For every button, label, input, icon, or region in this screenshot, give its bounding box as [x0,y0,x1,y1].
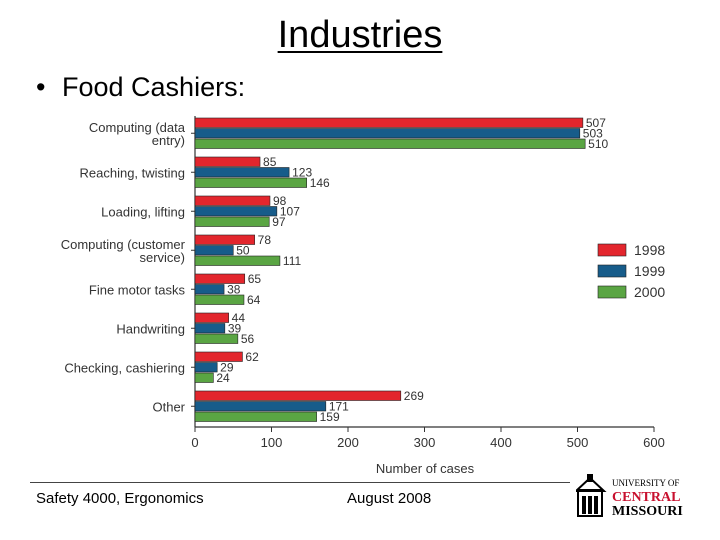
logo-line-1: UNIVERSITY OF [612,478,679,488]
category-label: Computing (data [89,120,186,135]
category-label: entry) [152,133,185,148]
x-tick-label: 200 [337,435,359,450]
category-label: Computing (customer [61,237,186,252]
bar-1998 [194,273,246,284]
category-label: Fine motor tasks [89,282,186,297]
x-tick-label: 600 [643,435,665,450]
data-label: 39 [228,322,242,336]
bar-1999 [194,128,581,139]
legend-label: 2000 [634,284,665,300]
legend-swatch [597,243,627,257]
legend-label: 1999 [634,263,665,279]
data-label: 38 [227,283,241,297]
bar-1999 [194,323,226,334]
bar-2000 [194,255,281,266]
data-label: 78 [258,233,272,247]
data-label: 97 [272,215,286,229]
bar-1999 [194,245,234,256]
footer-divider [30,482,570,483]
bar-2000 [194,333,239,344]
bar-1998 [194,156,261,167]
data-label: 56 [241,332,255,346]
data-label: 65 [248,272,262,286]
data-label: 269 [404,389,424,403]
data-label: 510 [588,137,608,151]
bar-chart: 0 100 200 300 400 500 600 Number of cases Comput… [61,116,665,476]
x-tick-label: 100 [261,435,283,450]
category-label: Loading, lifting [101,204,185,219]
x-tick-label: 0 [191,435,198,450]
bar-1998 [194,351,243,362]
x-axis-label: Number of cases [376,461,475,476]
footer-date: August 2008 [347,490,432,507]
bullet-text: Food Cashiers: [62,72,246,102]
data-label: 24 [216,371,230,385]
data-label: 50 [236,244,250,258]
data-label: 111 [283,254,302,268]
bar-1999 [194,167,290,178]
bar-2000 [194,411,317,422]
bar-2000 [194,216,270,227]
bar-1999 [194,206,278,217]
data-label: 44 [232,311,246,325]
bar-2000 [194,294,245,305]
category-label: service) [139,250,185,265]
bar-1999 [194,401,327,412]
footer-course: Safety 4000, Ergonomics [36,490,204,507]
university-logo: UNIVERSITY OF CENTRAL MISSOURI [576,474,683,518]
bar-1998 [194,234,255,245]
data-label: 98 [273,194,287,208]
data-label: 146 [310,176,330,190]
category-label: Other [152,399,185,414]
bar-1998 [194,117,584,128]
data-label: 107 [280,205,300,219]
data-label: 85 [263,155,277,169]
legend-swatch [597,264,627,278]
bar-1998 [194,195,271,206]
bar-2000 [194,177,307,188]
data-label: 64 [247,293,261,307]
x-tick-label: 400 [490,435,512,450]
legend-swatch [597,285,627,299]
legend-label: 1998 [634,242,665,258]
data-label: 503 [583,127,603,141]
data-label: 159 [320,410,340,424]
bar-2000 [194,138,586,149]
data-label: 507 [586,116,606,130]
category-label: Checking, cashiering [64,360,185,375]
x-tick-label: 500 [567,435,589,450]
bar-1998 [194,312,229,323]
data-label: 171 [329,400,349,414]
category-label: Reaching, twisting [80,165,186,180]
data-label: 123 [292,166,312,180]
bar-1999 [194,284,225,295]
building-icon [576,474,607,517]
category-label: Handwriting [116,321,185,336]
data-label: 29 [220,361,234,375]
bar-2000 [194,372,214,383]
bar-1999 [194,362,218,373]
bullet-dot: • [36,72,46,102]
bar-1998 [194,390,402,401]
bullet-item: • Food Cashiers: [36,72,245,103]
logo-line-2: CENTRAL [612,490,680,505]
x-tick-label: 300 [414,435,436,450]
logo-line-3: MISSOURI [612,504,683,518]
slide-title: Industries [277,14,443,56]
data-label: 62 [245,350,259,364]
